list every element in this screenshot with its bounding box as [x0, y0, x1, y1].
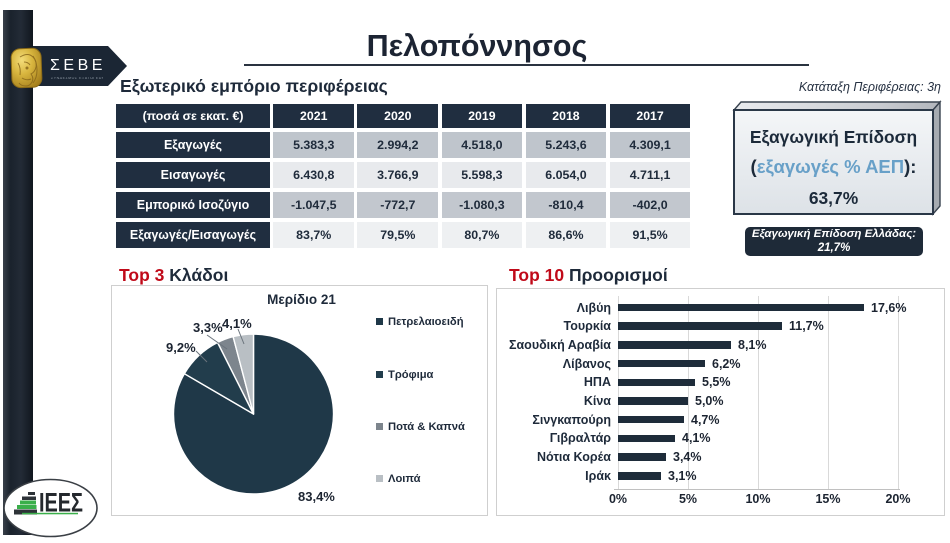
- svg-text:ΙΕΕΣ: ΙΕΕΣ: [39, 488, 83, 518]
